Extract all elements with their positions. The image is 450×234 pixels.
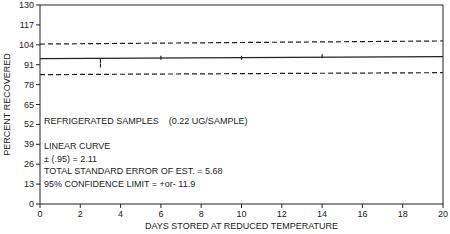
y-tick-label: 0 xyxy=(29,199,34,209)
y-tick xyxy=(36,64,40,65)
y-tick-label: 13 xyxy=(24,179,34,189)
x-tick-label: 18 xyxy=(398,209,408,219)
y-tick-label: 52 xyxy=(24,119,34,129)
y-tick xyxy=(36,184,40,185)
data-point xyxy=(100,63,101,67)
x-tick xyxy=(443,204,444,208)
y-tick-label: 91 xyxy=(24,60,34,70)
x-tick xyxy=(241,204,242,208)
x-tick-label: 2 xyxy=(78,209,83,219)
x-tick xyxy=(402,204,403,208)
data-point xyxy=(322,54,323,58)
y-tick xyxy=(36,84,40,85)
annotation: TOTAL STANDARD ERROR OF EST. = 5.68 xyxy=(44,166,222,176)
x-tick xyxy=(281,204,282,208)
series-line xyxy=(40,73,443,75)
y-tick xyxy=(36,5,40,6)
x-tick-label: 20 xyxy=(438,209,448,219)
x-tick-label: 0 xyxy=(37,209,42,219)
x-tick xyxy=(40,204,41,208)
x-tick xyxy=(120,204,121,208)
y-tick-label: 117 xyxy=(20,20,34,30)
data-point xyxy=(241,56,242,60)
y-tick xyxy=(36,124,40,125)
x-tick xyxy=(201,204,202,208)
y-tick xyxy=(36,204,40,205)
x-tick xyxy=(160,204,161,208)
x-tick-label: 14 xyxy=(317,209,327,219)
annotation: 95% CONFIDENCE LIMIT = +or- 11.9 xyxy=(44,179,195,189)
data-point xyxy=(160,56,161,60)
chart: 0 13 26 39 52 65 78 91 104 117 130 0 2 4 6 8 10 12 14 16 18 2… xyxy=(0,0,450,234)
y-tick xyxy=(36,24,40,25)
x-tick-label: 4 xyxy=(118,209,123,219)
series-line xyxy=(40,41,443,44)
y-tick xyxy=(36,144,40,145)
annotation: ± (.95) = 2.11 xyxy=(44,154,97,164)
x-tick xyxy=(362,204,363,208)
data-point xyxy=(100,59,101,63)
plot-frame xyxy=(40,5,443,204)
y-tick xyxy=(36,104,40,105)
x-axis-label: DAYS STORED AT REDUCED TEMPERATURE xyxy=(145,221,338,231)
x-tick-label: 12 xyxy=(277,209,287,219)
y-tick-label: 78 xyxy=(24,80,34,90)
y-tick-label: 104 xyxy=(19,40,34,50)
y-tick-label: 26 xyxy=(24,159,34,169)
y-axis-label: PERCENT RECOVERED xyxy=(2,53,12,156)
y-tick xyxy=(36,164,40,165)
x-tick xyxy=(322,204,323,208)
x-tick-label: 8 xyxy=(199,209,204,219)
y-tick-label: 39 xyxy=(24,139,34,149)
y-tick-label: 65 xyxy=(24,100,34,110)
x-tick-label: 6 xyxy=(158,209,163,219)
x-tick-label: 16 xyxy=(357,209,367,219)
data-group xyxy=(40,41,443,75)
x-tick xyxy=(80,204,81,208)
annotation: LINEAR CURVE xyxy=(44,141,110,151)
x-tick-label: 10 xyxy=(236,209,246,219)
annotation: REFRIGERATED SAMPLES (0.22 UG/SAMPLE) xyxy=(44,116,247,126)
y-tick xyxy=(36,44,40,45)
y-tick-label: 130 xyxy=(19,0,34,10)
